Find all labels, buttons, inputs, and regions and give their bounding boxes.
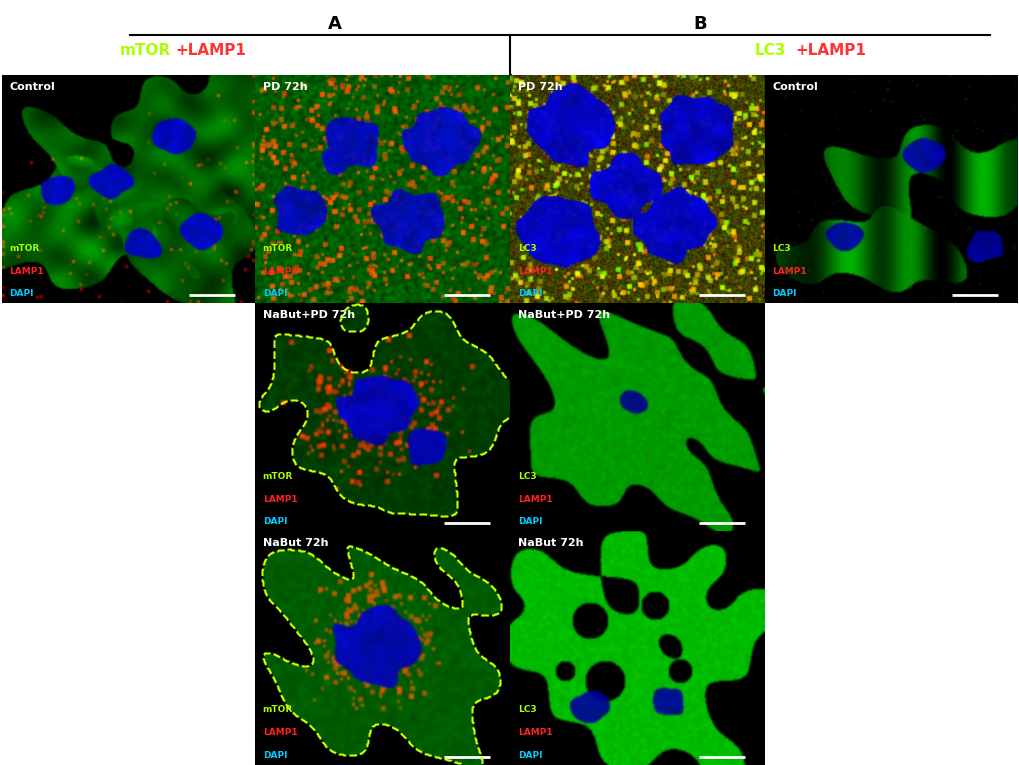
Text: mTOR: mTOR <box>9 244 40 253</box>
Text: A: A <box>328 15 341 33</box>
Text: LAMP1: LAMP1 <box>263 495 297 503</box>
Text: NaBut 72h: NaBut 72h <box>263 538 328 548</box>
Text: LAMP1: LAMP1 <box>518 267 551 275</box>
Text: mTOR: mTOR <box>120 43 171 57</box>
Text: LC3: LC3 <box>518 705 536 714</box>
Text: DAPI: DAPI <box>263 289 287 298</box>
Text: LAMP1: LAMP1 <box>263 728 297 737</box>
Text: LAMP1: LAMP1 <box>518 728 551 737</box>
Text: LC3: LC3 <box>518 244 536 253</box>
Text: NaBut 72h: NaBut 72h <box>518 538 583 548</box>
Text: Control: Control <box>771 82 817 92</box>
Text: DAPI: DAPI <box>518 751 542 760</box>
Text: LAMP1: LAMP1 <box>771 267 806 275</box>
Text: LAMP1: LAMP1 <box>263 267 297 275</box>
Text: LC3: LC3 <box>518 472 536 481</box>
Text: LC3: LC3 <box>771 244 791 253</box>
Text: PD 72h: PD 72h <box>263 82 307 92</box>
Text: LC3: LC3 <box>754 43 786 57</box>
Text: NaBut+PD 72h: NaBut+PD 72h <box>518 310 609 320</box>
Text: PD 72h: PD 72h <box>518 82 561 92</box>
Text: DAPI: DAPI <box>518 517 542 526</box>
Text: NaBut+PD 72h: NaBut+PD 72h <box>263 310 355 320</box>
Text: B: B <box>693 15 706 33</box>
Text: mTOR: mTOR <box>263 244 292 253</box>
Text: Control: Control <box>9 82 55 92</box>
Text: DAPI: DAPI <box>518 289 542 298</box>
Text: mTOR: mTOR <box>263 705 292 714</box>
Text: DAPI: DAPI <box>263 751 287 760</box>
Text: DAPI: DAPI <box>263 517 287 526</box>
Text: LAMP1: LAMP1 <box>518 495 551 503</box>
Text: DAPI: DAPI <box>9 289 34 298</box>
Text: mTOR: mTOR <box>263 472 292 481</box>
Text: LAMP1: LAMP1 <box>9 267 44 275</box>
Text: DAPI: DAPI <box>771 289 796 298</box>
Text: +LAMP1: +LAMP1 <box>175 43 246 57</box>
Text: +LAMP1: +LAMP1 <box>794 43 865 57</box>
